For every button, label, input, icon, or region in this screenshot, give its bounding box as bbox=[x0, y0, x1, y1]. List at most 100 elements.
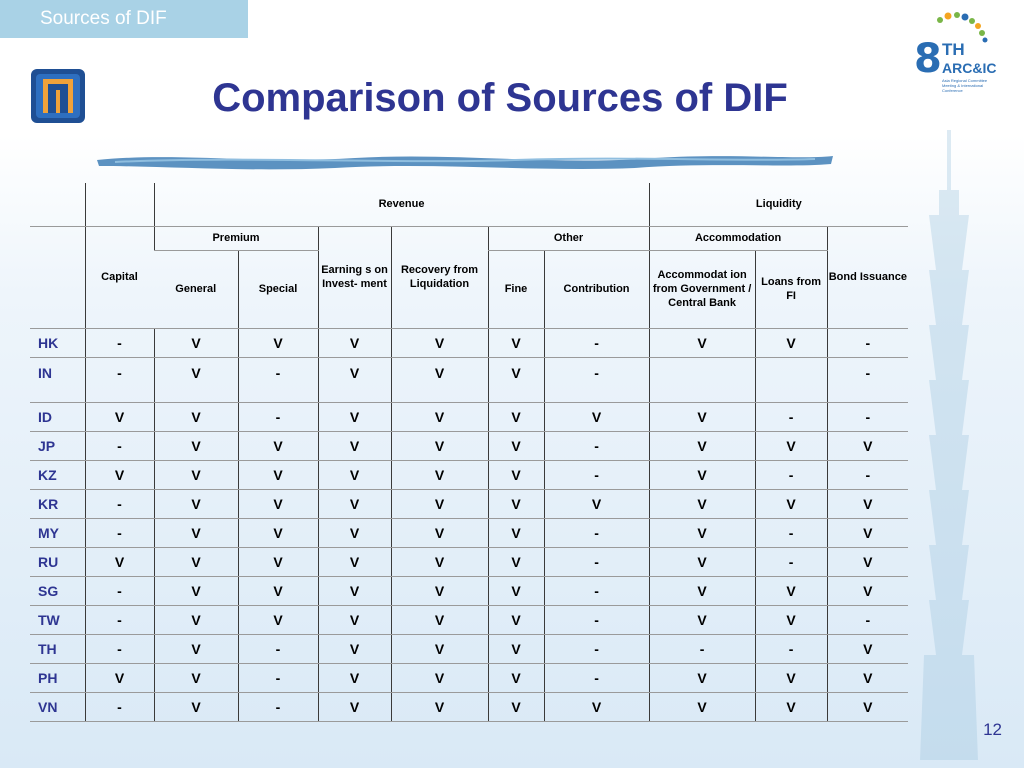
table-row: TW - V V V V V - V V - bbox=[30, 605, 909, 635]
country-cell: VN bbox=[30, 692, 85, 722]
value-cell: V bbox=[487, 518, 544, 548]
value-cell: - bbox=[543, 663, 650, 693]
value-cell: V bbox=[826, 663, 909, 693]
value-cell: - bbox=[237, 692, 318, 722]
value-cell: V bbox=[390, 576, 488, 606]
value-cell: V bbox=[317, 692, 391, 722]
table-row: HK - V V V V V - V V - bbox=[30, 328, 909, 358]
value-cell: - bbox=[826, 460, 909, 490]
value-cell: V bbox=[237, 460, 318, 490]
value-cell bbox=[648, 357, 756, 403]
table-body: HK - V V V V V - V V - IN - V - V V V - - ID V V - V V V V V - - JP - V V V… bbox=[30, 328, 909, 722]
value-cell: - bbox=[543, 460, 650, 490]
value-cell: V bbox=[648, 328, 756, 358]
value-cell: V bbox=[487, 460, 544, 490]
revenue-header: Revenue bbox=[153, 183, 650, 227]
country-cell: JP bbox=[30, 431, 85, 461]
header-row-subgroups: Capital Premium Earning s on Invest- men… bbox=[30, 226, 909, 329]
page-number: 12 bbox=[983, 720, 1002, 739]
country-cell: HK bbox=[30, 328, 85, 358]
section-tab: Sources of DIF bbox=[0, 0, 248, 38]
country-cell: KZ bbox=[30, 460, 85, 490]
value-cell: V bbox=[648, 605, 756, 635]
value-cell: V bbox=[84, 547, 154, 577]
value-cell: V bbox=[648, 431, 756, 461]
country-cell: IN bbox=[30, 357, 85, 403]
value-cell: V bbox=[826, 489, 909, 519]
table-row: VN - V - V V V V V V V bbox=[30, 692, 909, 722]
table-row: MY - V V V V V - V - V bbox=[30, 518, 909, 548]
country-cell: SG bbox=[30, 576, 85, 606]
value-cell: V bbox=[317, 518, 391, 548]
value-cell: V bbox=[153, 605, 238, 635]
value-cell: V bbox=[754, 328, 828, 358]
value-cell: V bbox=[153, 692, 238, 722]
general-header: General bbox=[154, 250, 238, 329]
value-cell: - bbox=[84, 692, 154, 722]
value-cell: V bbox=[487, 489, 544, 519]
value-cell: V bbox=[153, 357, 238, 403]
value-cell: V bbox=[648, 489, 756, 519]
value-cell: V bbox=[648, 518, 756, 548]
value-cell: V bbox=[317, 605, 391, 635]
value-cell: - bbox=[543, 431, 650, 461]
value-cell: - bbox=[754, 634, 828, 664]
pdic-logo-icon bbox=[31, 69, 85, 123]
value-cell: - bbox=[826, 402, 909, 432]
value-cell: V bbox=[153, 328, 238, 358]
logo-suffix: TH bbox=[942, 40, 965, 59]
value-cell: V bbox=[487, 357, 544, 403]
value-cell: - bbox=[84, 489, 154, 519]
value-cell: V bbox=[487, 576, 544, 606]
value-cell: V bbox=[826, 518, 909, 548]
value-cell: V bbox=[390, 489, 488, 519]
country-cell: TH bbox=[30, 634, 85, 664]
arcic-logo-icon: 8 TH ARC&IC Asia Regional Committee Meet… bbox=[906, 10, 1000, 94]
value-cell: V bbox=[317, 328, 391, 358]
value-cell: V bbox=[648, 576, 756, 606]
value-cell: V bbox=[648, 402, 756, 432]
value-cell: V bbox=[390, 460, 488, 490]
value-cell: V bbox=[648, 692, 756, 722]
value-cell: V bbox=[487, 692, 544, 722]
value-cell: V bbox=[487, 663, 544, 693]
accommodation-gov-header: Accommodat ion from Government / Central… bbox=[648, 250, 756, 329]
value-cell: V bbox=[153, 460, 238, 490]
value-cell: V bbox=[543, 489, 650, 519]
value-cell: V bbox=[237, 431, 318, 461]
country-cell: PH bbox=[30, 663, 85, 693]
header-row-groups: Revenue Liquidity bbox=[30, 183, 909, 227]
value-cell: V bbox=[390, 547, 488, 577]
country-cell: ID bbox=[30, 402, 85, 432]
value-cell: - bbox=[543, 328, 650, 358]
value-cell: - bbox=[237, 663, 318, 693]
value-cell: V bbox=[317, 576, 391, 606]
value-cell: V bbox=[754, 605, 828, 635]
value-cell: - bbox=[237, 634, 318, 664]
value-cell: V bbox=[390, 663, 488, 693]
table-row: JP - V V V V V - V V V bbox=[30, 431, 909, 461]
value-cell: - bbox=[84, 518, 154, 548]
slide-title: Comparison of Sources of DIF bbox=[212, 76, 788, 120]
value-cell: V bbox=[84, 460, 154, 490]
taipei-tower-icon bbox=[920, 130, 978, 760]
table-row: TH - V - V V V - - - V bbox=[30, 634, 909, 664]
special-header: Special bbox=[237, 250, 318, 329]
capital-header: Capital bbox=[84, 226, 154, 329]
value-cell: - bbox=[84, 357, 154, 403]
value-cell: V bbox=[317, 402, 391, 432]
value-cell: V bbox=[754, 663, 828, 693]
table-row: SG - V V V V V - V V V bbox=[30, 576, 909, 606]
value-cell: V bbox=[648, 547, 756, 577]
value-cell: - bbox=[754, 547, 828, 577]
value-cell: - bbox=[84, 431, 154, 461]
value-cell: - bbox=[543, 518, 650, 548]
value-cell: V bbox=[84, 402, 154, 432]
bond-header: Bond Issuance bbox=[826, 226, 909, 329]
value-cell: V bbox=[237, 547, 318, 577]
value-cell: V bbox=[487, 634, 544, 664]
table-row: ID V V - V V V V V - - bbox=[30, 402, 909, 432]
accommodation-header: Accommodation bbox=[648, 226, 828, 251]
logo-name: ARC&IC bbox=[942, 60, 997, 76]
value-cell: V bbox=[153, 518, 238, 548]
